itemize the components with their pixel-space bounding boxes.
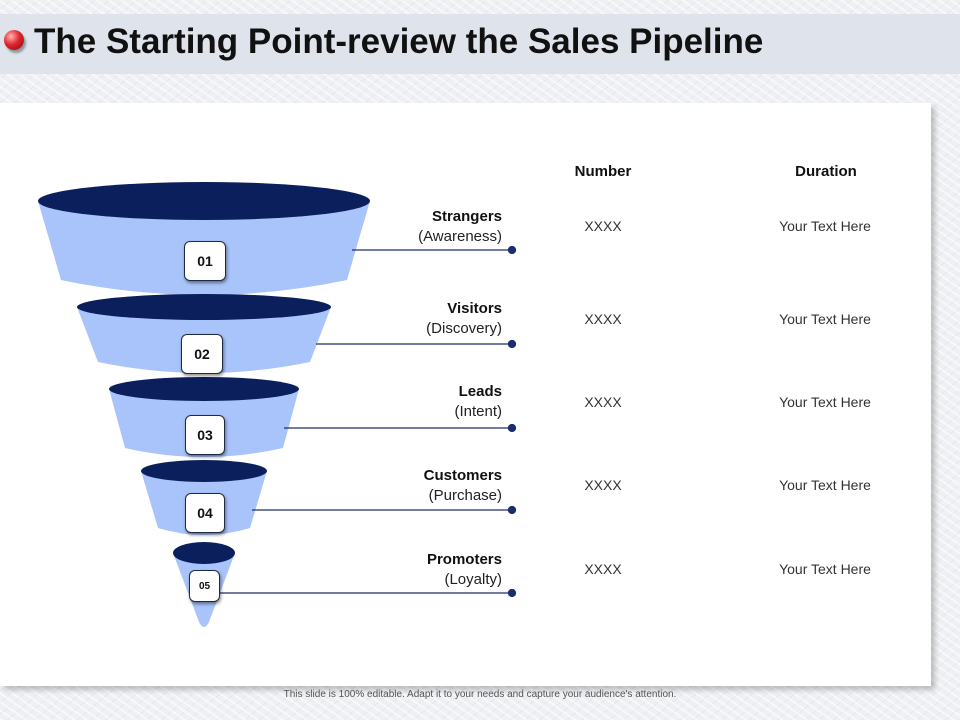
number-value-5: XXXX [584, 561, 622, 577]
step-badge-2: 02 [181, 334, 223, 374]
duration-value-1: Your Text Here [779, 218, 871, 234]
stage-name-1: Strangers [431, 208, 502, 225]
stage-name-3: Leads [458, 383, 502, 400]
duration-value-5: Your Text Here [779, 561, 871, 577]
stage-sub-2: (Discovery) [426, 320, 502, 337]
funnel-layer-1-top [38, 182, 370, 220]
stage-name-5: Promoters [426, 551, 502, 568]
footer-note: This slide is 100% editable. Adapt it to… [283, 689, 677, 700]
step-badge-3: 03 [185, 415, 225, 455]
stage-sub-4: (Purchase) [428, 487, 502, 504]
number-value-3: XXXX [584, 394, 622, 410]
stage-name-2: Visitors [447, 300, 502, 317]
stage-name-4: Customers [423, 467, 502, 484]
connector-dot-1 [507, 245, 517, 255]
number-value-4: XXXX [584, 477, 622, 493]
step-badge-4: 04 [185, 493, 225, 533]
funnel-layer-3-top [109, 377, 299, 401]
step-badge-5: 05 [189, 570, 220, 602]
stage-sub-5: (Loyalty) [444, 571, 502, 588]
slide-title: The Starting Point-review the Sales Pipe… [34, 22, 764, 61]
column-header-duration: Duration [795, 163, 857, 180]
number-value-2: XXXX [584, 311, 622, 327]
column-header-number: Number [574, 163, 632, 180]
funnel-layer-2-top [77, 294, 331, 320]
title-bar [0, 14, 960, 74]
duration-value-3: Your Text Here [779, 394, 871, 410]
connector-dot-2 [507, 339, 517, 349]
number-value-1: XXXX [584, 218, 622, 234]
stage-sub-3: (Intent) [454, 403, 502, 420]
connector-dot-4 [507, 505, 517, 515]
funnel-layer-5-top [173, 542, 235, 564]
connector-dot-3 [507, 423, 517, 433]
red-sphere-bullet-icon [4, 30, 24, 50]
duration-value-4: Your Text Here [779, 477, 871, 493]
funnel-layer-4-top [141, 460, 267, 482]
stage-sub-1: (Awareness) [418, 228, 502, 245]
connector-dot-5 [507, 588, 517, 598]
step-badge-1: 01 [184, 241, 226, 281]
duration-value-2: Your Text Here [779, 311, 871, 327]
